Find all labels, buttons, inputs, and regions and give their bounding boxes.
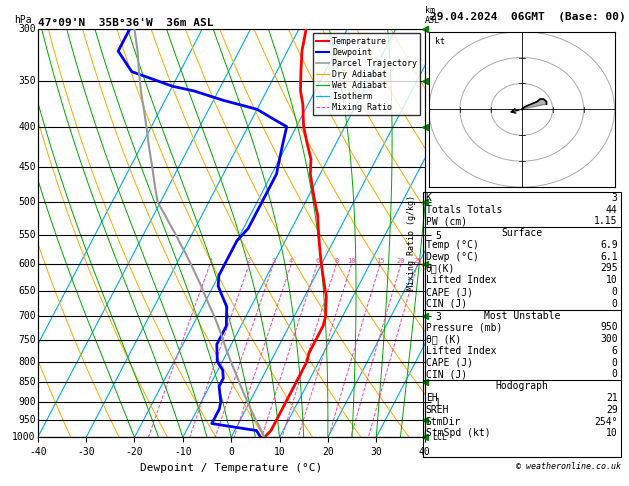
Legend: Temperature, Dewpoint, Parcel Trajectory, Dry Adiabat, Wet Adiabat, Isotherm, Mi: Temperature, Dewpoint, Parcel Trajectory… xyxy=(313,34,420,116)
Text: 20: 20 xyxy=(397,258,405,264)
Text: 25: 25 xyxy=(413,258,422,264)
Text: km
ASL: km ASL xyxy=(425,6,440,25)
Text: 47°09'N  35B°36'W  36m ASL: 47°09'N 35B°36'W 36m ASL xyxy=(38,18,213,28)
Text: 10: 10 xyxy=(347,258,356,264)
Text: θᴄ (K): θᴄ (K) xyxy=(426,334,461,344)
Text: PW (cm): PW (cm) xyxy=(426,216,467,226)
Text: 650: 650 xyxy=(18,286,36,296)
Text: 1.15: 1.15 xyxy=(594,216,618,226)
Text: 550: 550 xyxy=(18,230,36,240)
Text: 295: 295 xyxy=(600,263,618,274)
Text: K: K xyxy=(426,193,431,203)
Text: Temp (°C): Temp (°C) xyxy=(426,240,479,250)
Text: 29: 29 xyxy=(606,405,618,415)
X-axis label: Dewpoint / Temperature (°C): Dewpoint / Temperature (°C) xyxy=(140,463,322,473)
Text: 900: 900 xyxy=(18,397,36,407)
Text: Lifted Index: Lifted Index xyxy=(426,275,496,285)
Text: 29.04.2024  06GMT  (Base: 00): 29.04.2024 06GMT (Base: 00) xyxy=(430,12,626,22)
Text: 0: 0 xyxy=(612,299,618,309)
Text: Totals Totals: Totals Totals xyxy=(426,205,502,215)
Text: 950: 950 xyxy=(18,415,36,425)
Text: 700: 700 xyxy=(18,312,36,321)
Text: 300: 300 xyxy=(600,334,618,344)
Polygon shape xyxy=(522,99,547,109)
Text: CIN (J): CIN (J) xyxy=(426,299,467,309)
Text: 1: 1 xyxy=(208,258,212,264)
Text: 400: 400 xyxy=(18,122,36,132)
Text: SREH: SREH xyxy=(426,405,449,415)
Text: 450: 450 xyxy=(18,162,36,172)
Text: CIN (J): CIN (J) xyxy=(426,369,467,380)
Text: 800: 800 xyxy=(18,357,36,367)
Text: θᴄ(K): θᴄ(K) xyxy=(426,263,455,274)
Text: EH: EH xyxy=(426,393,438,403)
Text: hPa: hPa xyxy=(14,15,32,25)
Text: 0: 0 xyxy=(612,287,618,297)
Text: 950: 950 xyxy=(600,322,618,332)
Text: 0: 0 xyxy=(612,369,618,380)
Text: kt: kt xyxy=(435,37,445,46)
Text: Hodograph: Hodograph xyxy=(495,381,548,391)
Text: Mixing Ratio (g/kg): Mixing Ratio (g/kg) xyxy=(408,195,416,291)
Text: StmSpd (kt): StmSpd (kt) xyxy=(426,428,491,438)
Text: 6: 6 xyxy=(612,346,618,356)
Text: 6.9: 6.9 xyxy=(600,240,618,250)
Text: 44: 44 xyxy=(606,205,618,215)
Text: LCL: LCL xyxy=(432,433,447,442)
Text: Most Unstable: Most Unstable xyxy=(484,311,560,321)
Text: 2: 2 xyxy=(247,258,251,264)
Text: StmDir: StmDir xyxy=(426,417,461,427)
Text: 10: 10 xyxy=(606,275,618,285)
Text: Pressure (mb): Pressure (mb) xyxy=(426,322,502,332)
Text: 600: 600 xyxy=(18,259,36,269)
Text: 350: 350 xyxy=(18,76,36,87)
Text: © weatheronline.co.uk: © weatheronline.co.uk xyxy=(516,462,621,471)
Text: 1000: 1000 xyxy=(13,433,36,442)
Text: 4: 4 xyxy=(289,258,293,264)
Text: 10: 10 xyxy=(606,428,618,438)
Text: 6.1: 6.1 xyxy=(600,252,618,262)
Text: 3: 3 xyxy=(612,193,618,203)
Text: 750: 750 xyxy=(18,335,36,345)
Text: Surface: Surface xyxy=(501,228,542,238)
Text: 15: 15 xyxy=(376,258,384,264)
Text: 850: 850 xyxy=(18,377,36,387)
Text: CAPE (J): CAPE (J) xyxy=(426,358,473,368)
Text: CAPE (J): CAPE (J) xyxy=(426,287,473,297)
Text: Dewp (°C): Dewp (°C) xyxy=(426,252,479,262)
Text: 0: 0 xyxy=(612,358,618,368)
Text: 3: 3 xyxy=(271,258,276,264)
Text: 500: 500 xyxy=(18,197,36,208)
Text: 8: 8 xyxy=(334,258,338,264)
Text: 300: 300 xyxy=(18,24,36,34)
Text: 6: 6 xyxy=(315,258,320,264)
Text: Lifted Index: Lifted Index xyxy=(426,346,496,356)
Text: 21: 21 xyxy=(606,393,618,403)
Text: 254°: 254° xyxy=(594,417,618,427)
